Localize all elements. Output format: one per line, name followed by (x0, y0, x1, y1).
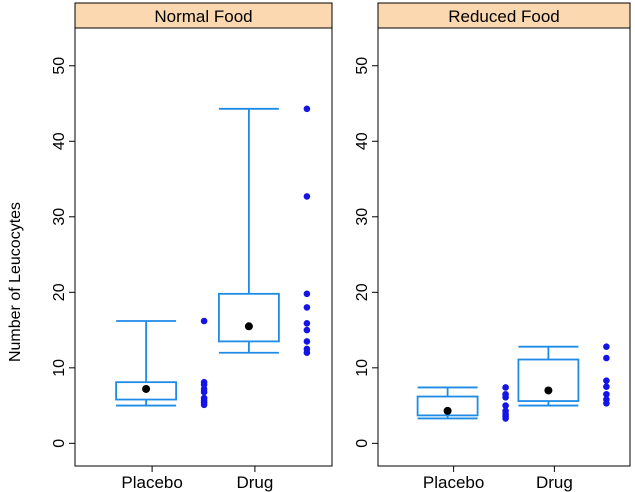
panel-frame (74, 27, 333, 467)
x-tick-label: Drug (236, 473, 273, 492)
x-tick-label: Placebo (121, 473, 182, 492)
data-point (303, 338, 311, 345)
data-point (502, 384, 509, 391)
y-tick-label: 30 (354, 208, 371, 226)
data-point (303, 319, 311, 327)
data-point (603, 377, 610, 384)
box (416, 395, 479, 417)
data-point (303, 304, 311, 311)
y-tick-label: 0 (354, 439, 371, 448)
data-point (603, 343, 610, 350)
data-point (303, 105, 311, 113)
median-dot (443, 406, 452, 415)
panel-0: Normal Food 0 10 20 30 40 50 Placebo Drug (51, 2, 333, 492)
y-tick-label: 40 (354, 132, 371, 150)
data-point (303, 349, 311, 357)
data-point (200, 401, 208, 409)
y-tick-label: 10 (354, 359, 371, 377)
y-tick-label: 20 (354, 283, 371, 301)
data-point (502, 402, 509, 409)
data-point (502, 415, 509, 422)
data-point (200, 317, 208, 325)
panel-strip (74, 2, 333, 29)
x-tick-label: Placebo (423, 473, 484, 492)
data-point (303, 290, 311, 298)
group-drug: Drug (517, 343, 610, 492)
y-axis-label: Number of Leucocytes (7, 202, 24, 362)
data-point (603, 354, 610, 362)
group-drug: Drug (217, 105, 311, 492)
y-tick-label: 30 (51, 208, 68, 226)
data-point (200, 381, 208, 388)
panel-1: Reduced Food 0 10 20 30 40 50 Placebo Drug (354, 2, 631, 492)
median-dot (544, 386, 553, 395)
y-tick-label: 50 (51, 57, 68, 75)
panel-title: Normal Food (154, 7, 252, 26)
data-point (603, 383, 610, 391)
data-point (303, 193, 311, 200)
data-point (502, 393, 509, 401)
x-tick-label: Drug (536, 473, 573, 492)
panel-title: Reduced Food (448, 7, 560, 26)
y-tick-label: 50 (354, 57, 371, 75)
panel-frame (377, 27, 631, 467)
data-point (200, 388, 208, 396)
median-dot (142, 384, 151, 393)
data-point (603, 400, 610, 407)
y-tick-label: 40 (51, 132, 68, 150)
y-tick-label: 20 (51, 283, 68, 301)
data-point (603, 390, 610, 398)
panel-strip (377, 2, 631, 29)
y-tick-label: 10 (51, 359, 68, 377)
group-placebo: Placebo (115, 317, 208, 492)
box (217, 292, 280, 343)
median-dot (244, 322, 253, 331)
group-placebo: Placebo (416, 384, 509, 492)
data-point (303, 326, 311, 334)
y-tick-label: 0 (51, 439, 68, 448)
box (517, 358, 580, 402)
